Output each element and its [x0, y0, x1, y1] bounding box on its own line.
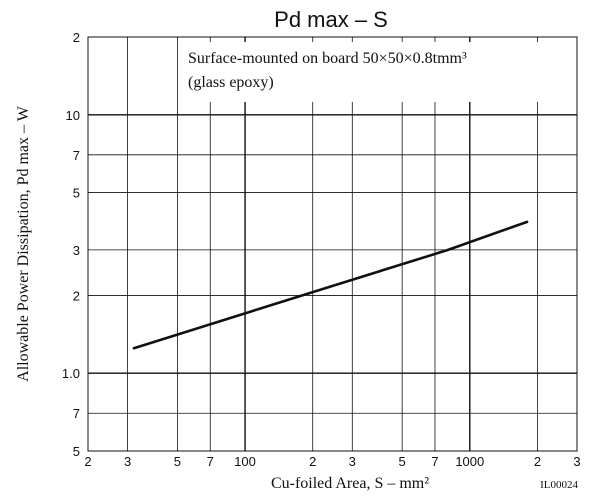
series-line	[132, 220, 529, 350]
x-tick-label: 5	[174, 454, 181, 469]
annotation-box	[182, 42, 574, 102]
x-tick-label: 1000	[455, 454, 484, 469]
annotation-line-1: Surface-mounted on board 50×50×0.8tmm³	[188, 50, 467, 67]
y-tick-label: 7	[73, 148, 80, 163]
annotation-line-2: (glass epoxy)	[188, 74, 274, 91]
x-tick-label: 2	[84, 454, 91, 469]
x-tick-label: 7	[207, 454, 214, 469]
x-tick-label: 100	[234, 454, 256, 469]
y-tick-label: 5	[73, 444, 80, 459]
y-tick-label: 7	[73, 406, 80, 421]
y-tick-label: 1.0	[62, 366, 80, 381]
y-tick-labels: 5 7 1.0 2 3 5 7 10 2	[62, 30, 80, 459]
x-axis-label: Cu-foiled Area, S – mm²	[271, 475, 429, 492]
y-tick-label: 5	[73, 186, 80, 201]
x-tick-label: 5	[399, 454, 406, 469]
y-axis-label: Allowable Power Dissipation, Pd max – W	[15, 105, 32, 382]
x-tick-labels: 2 3 5 7 100 2 3 5 7 1000 2 3	[84, 454, 580, 469]
x-tick-label: 2	[309, 454, 316, 469]
y-tick-label: 2	[73, 30, 80, 45]
figure-code: IL00024	[540, 479, 578, 491]
chart-title: Pd max – S	[274, 7, 388, 32]
series-layer	[132, 220, 529, 350]
x-tick-label: 2	[534, 454, 541, 469]
x-tick-label: 3	[573, 454, 580, 469]
x-tick-label: 7	[431, 454, 438, 469]
y-tick-label: 2	[73, 288, 80, 303]
x-tick-label: 3	[124, 454, 131, 469]
plot-frame	[87, 36, 578, 452]
y-tick-label: 3	[73, 243, 80, 258]
x-tick-label: 3	[349, 454, 356, 469]
y-tick-label: 10	[66, 108, 80, 123]
